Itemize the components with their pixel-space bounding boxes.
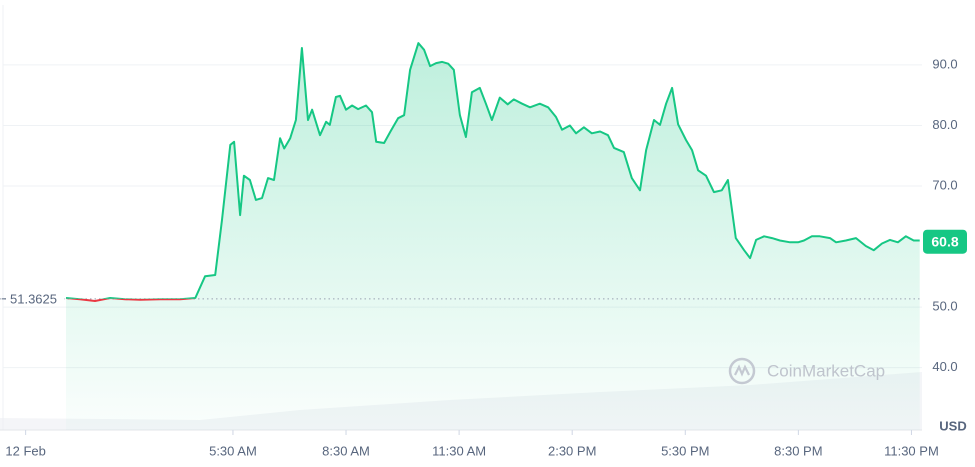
y-tick-label: 90.0 (932, 56, 957, 71)
x-tick-label: 8:30 AM (322, 443, 370, 458)
x-tick-label: 11:30 AM (432, 443, 486, 458)
x-tick-label: 5:30 AM (209, 443, 257, 458)
y-tick-label: 50.0 (932, 299, 957, 314)
y-tick-label: 70.0 (932, 177, 957, 192)
x-tick-label: 5:30 PM (661, 443, 709, 458)
price-area (66, 43, 920, 430)
price-badge (923, 229, 967, 254)
x-tick-label: 2:30 PM (548, 443, 596, 458)
x-tick-label: 8:30 PM (774, 443, 822, 458)
price-line (65, 42, 920, 299)
x-tick-label: 11:30 PM (884, 443, 939, 458)
y-tick-label: 40.0 (932, 359, 957, 374)
baseline-label: 51.3625 (10, 291, 57, 306)
watermark-text: CoinMarketCap (767, 361, 885, 380)
x-tick-label: 12 Feb (5, 443, 45, 458)
price-badge-label: 60.8 (931, 233, 958, 249)
y-tick-label: 80.0 (932, 117, 957, 132)
currency-label: USD (939, 418, 966, 433)
watermark: CoinMarketCap (728, 357, 885, 385)
baseline-label-bg (8, 291, 64, 306)
